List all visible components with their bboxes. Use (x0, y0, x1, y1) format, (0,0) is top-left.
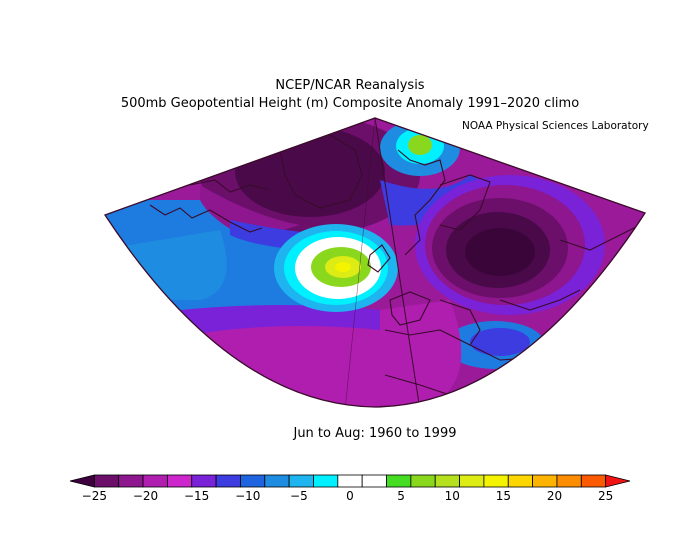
colorbar-tick-label: −15 (184, 489, 209, 503)
colorbar: −25 −20 −15 −10 −5 0 5 10 15 20 25 (69, 474, 631, 503)
colorbar-tick-label: 20 (547, 489, 562, 503)
colorbar-tick-label: −5 (290, 489, 308, 503)
colorbar-tick-label: 10 (445, 489, 460, 503)
colorbar-swatch (507, 474, 534, 488)
credit-label: NOAA Physical Sciences Laboratory (462, 120, 649, 132)
colorbar-swatch (483, 474, 509, 488)
colorbar-swatch (142, 474, 168, 488)
colorbar-swatches (69, 474, 631, 488)
colorbar-swatch (410, 474, 436, 488)
colorbar-swatch (240, 474, 266, 488)
colorbar-tick-label: −20 (133, 489, 158, 503)
colorbar-swatch (264, 474, 290, 488)
map-field (105, 118, 645, 407)
colorbar-tick-label: −25 (82, 489, 107, 503)
colorbar-swatch (580, 474, 607, 488)
colorbar-swatch (337, 474, 363, 488)
colorbar-swatch (215, 474, 241, 488)
colorbar-swatch (605, 474, 631, 488)
time-period-label: Jun to Aug: 1960 to 1999 (293, 426, 457, 441)
colorbar-swatch (191, 474, 217, 488)
colorbar-swatch (386, 474, 412, 488)
colorbar-tick-label: 25 (598, 489, 613, 503)
colorbar-tick-label: 5 (397, 489, 405, 503)
colorbar-ticks: −25 −20 −15 −10 −5 0 5 10 15 20 25 (82, 489, 614, 503)
colorbar-tick-label: −10 (235, 489, 260, 503)
colorbar-tick-label: 0 (346, 489, 354, 503)
colorbar-swatch (93, 474, 120, 488)
colorbar-tick-label: 15 (496, 489, 511, 503)
map-border (104, 117, 646, 408)
colorbar-swatch (556, 474, 582, 488)
map-subtitle: 500mb Geopotential Height (m) Composite … (120, 96, 580, 111)
colorbar-swatch (434, 474, 460, 488)
map-title: NCEP/NCAR Reanalysis (275, 78, 425, 93)
colorbar-swatch (288, 474, 314, 488)
colorbar-swatch (532, 474, 558, 488)
colorbar-swatch (361, 474, 387, 488)
anomaly-map (104, 117, 646, 408)
colorbar-swatch (69, 474, 95, 488)
colorbar-swatch (166, 474, 193, 488)
colorbar-swatch (313, 474, 339, 488)
colorbar-swatch (118, 474, 144, 488)
colorbar-swatch (459, 474, 485, 488)
